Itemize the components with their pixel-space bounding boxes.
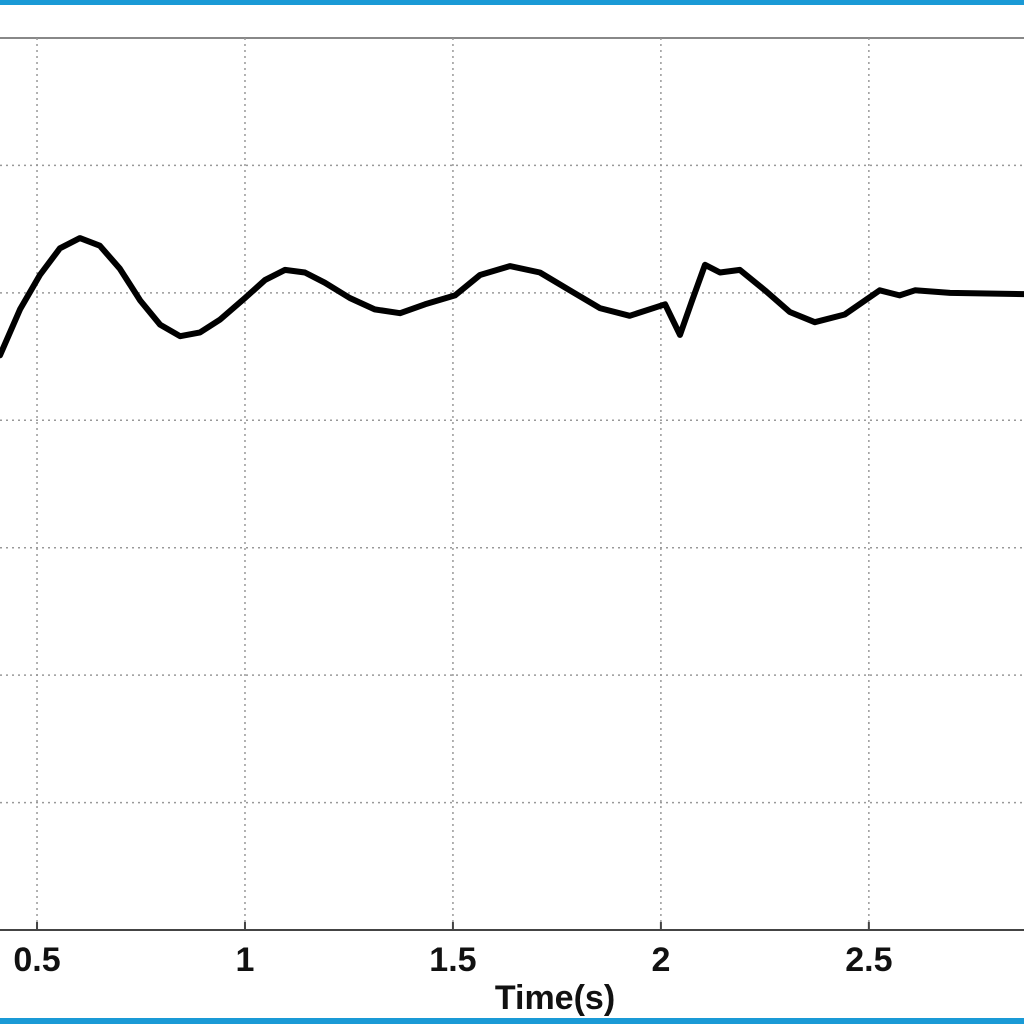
x-tick-label: 2 [651, 941, 670, 979]
x-tick-label: 1 [236, 941, 255, 979]
x-tick-label: 1.5 [429, 941, 476, 979]
x-axis-label: Time(s) [495, 979, 615, 1017]
bottom-border [0, 1018, 1024, 1024]
x-tick-label: 2.5 [845, 941, 892, 979]
top-border [0, 0, 1024, 5]
x-tick-label: 0.5 [13, 941, 60, 979]
data-line [0, 235, 1024, 359]
